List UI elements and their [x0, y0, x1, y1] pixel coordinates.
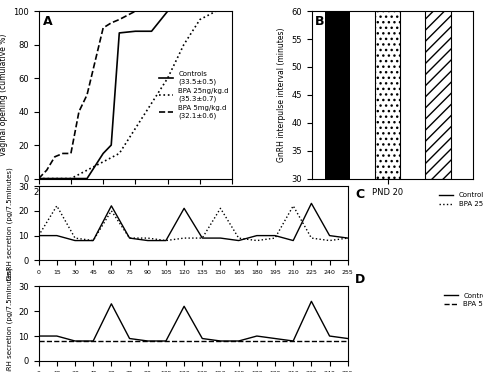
Text: D: D — [355, 273, 365, 286]
Text: C: C — [355, 188, 364, 201]
Y-axis label: GnRH secretion (pg/7.5minutes): GnRH secretion (pg/7.5minutes) — [6, 267, 13, 372]
Y-axis label: GnRH interpulse interval (minutes): GnRH interpulse interval (minutes) — [277, 28, 286, 162]
Bar — [426, 0, 451, 179]
Legend: Control, BPA 5mg/kg.d: Control, BPA 5mg/kg.d — [441, 290, 483, 310]
Text: B: B — [315, 15, 325, 28]
Legend: Controls
(33.5±0.5), BPA 25ng/kg.d
(35.3±0.7), BPA 5mg/kg.d
(32.1±0.6): Controls (33.5±0.5), BPA 25ng/kg.d (35.3… — [159, 71, 229, 119]
Text: A: A — [43, 15, 52, 28]
Bar — [375, 0, 400, 179]
Legend: Control, BPA 25 ng/kg.d: Control, BPA 25 ng/kg.d — [437, 189, 483, 210]
X-axis label: Age (days): Age (days) — [113, 203, 158, 212]
Y-axis label: GnRH secretion (pg/7.5minutes): GnRH secretion (pg/7.5minutes) — [6, 167, 13, 280]
Bar — [325, 0, 350, 179]
Y-axis label: Vaginal opening (cumulative %): Vaginal opening (cumulative %) — [0, 34, 8, 156]
